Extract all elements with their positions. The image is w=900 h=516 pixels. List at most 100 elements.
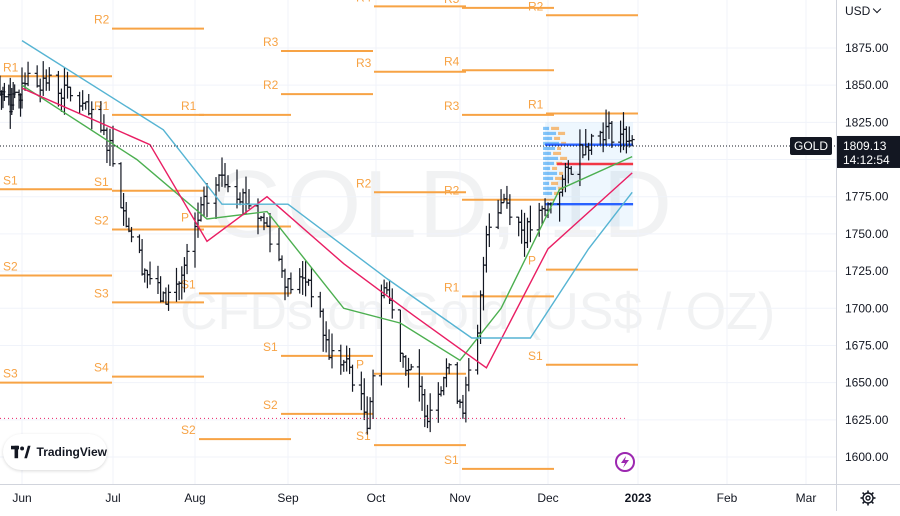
ohlc-bar [408, 363, 414, 371]
pivot-level-label: P [181, 210, 189, 224]
ohlc-bar [400, 352, 406, 368]
ohlc-bar [427, 393, 433, 433]
pivot-level-label: S2 [94, 213, 109, 227]
pivot-level-label: S1 [528, 349, 543, 363]
ohlc-bar [198, 196, 204, 222]
pivot-level-label: R2 [444, 184, 460, 198]
pivot-level-label: R1 [94, 99, 110, 113]
moving-average-line [21, 40, 633, 339]
price-tick-label: 1600.00 [845, 450, 889, 464]
gear-icon [860, 490, 876, 506]
ohlc-bar [389, 288, 395, 319]
time-axis[interactable]: Jun Jul Aug Sep Oct Nov Dec 2023 Feb Mar [0, 484, 836, 511]
volume-profile-bar [543, 156, 559, 161]
volume-profile-bar [552, 166, 558, 171]
price-tick-label: 1875.00 [845, 41, 889, 55]
ohlc-bar [204, 183, 210, 218]
volume-profile-bar [554, 136, 561, 141]
volume-profile-bar [543, 146, 556, 151]
pivot-level-label: S2 [3, 260, 18, 274]
ohlc-bar [147, 261, 153, 285]
volume-profile-bar [560, 156, 568, 161]
ohlc-bar [139, 239, 145, 276]
ohlc-bar [123, 202, 129, 228]
ohlc-bar [329, 333, 335, 369]
price-tick-label: 1775.00 [845, 190, 889, 204]
price-axis-scale: 1875.001850.001825.001800.001775.001750.… [837, 41, 900, 464]
ohlc-bar [441, 376, 447, 396]
price-tick-label: 1675.00 [845, 338, 889, 352]
time-tick-label: Dec [537, 491, 558, 505]
volume-profile-bar [561, 141, 567, 146]
ohlc-bar [303, 261, 309, 297]
ohlc-bar [435, 382, 441, 423]
ohlc-bar [68, 86, 74, 102]
ohlc-bar [118, 162, 124, 209]
pivot-level-label: R3 [444, 99, 460, 113]
ohlc-bar [222, 163, 228, 188]
pivot-level-label: R4 [356, 0, 372, 4]
ohlc-bar [279, 255, 285, 278]
pivot-level-label: R1 [528, 97, 544, 111]
ohlc-bar [219, 157, 225, 187]
last-price-badge [837, 135, 900, 168]
ohlc-bar [246, 189, 252, 210]
time-tick-label: Feb [717, 491, 738, 505]
lightning-icon[interactable] [615, 452, 635, 472]
ohlc-bar [504, 185, 510, 209]
pivot-level-label: R2 [94, 13, 110, 27]
ohlc-bar [276, 228, 282, 262]
ohlc-bar [501, 193, 507, 204]
ohlc-bar [589, 133, 595, 155]
ohlc-bar [58, 88, 64, 112]
ohlc-bar [457, 399, 463, 409]
volume-profile-bar [555, 176, 564, 181]
pivot-level-label: P [528, 254, 536, 268]
ohlc-bar [384, 282, 390, 295]
ohlc-bar [144, 269, 150, 289]
price-tick-label: 1750.00 [845, 227, 889, 241]
ohlc-bar [282, 268, 288, 301]
volume-profile-bar [543, 186, 557, 191]
chevron-down-icon [873, 4, 882, 14]
ohlc-bar [243, 176, 249, 215]
currency-selector[interactable]: USD [845, 4, 882, 18]
volume-profile-bar [551, 126, 560, 131]
pivot-level-label: S1 [356, 429, 371, 443]
pivot-level-label: R1 [3, 60, 19, 74]
time-tick-label: Nov [449, 491, 470, 505]
ohlc-bar [237, 192, 243, 206]
ohlc-bar [323, 321, 329, 353]
volume-profile-bar [543, 166, 551, 171]
chart-area[interactable]: GOLD, 1D CFDs on Gold (US$ / OZ) R2R1S1S… [0, 0, 836, 484]
pivot-level-label: S2 [263, 398, 278, 412]
time-tick-label: Oct [367, 491, 386, 505]
volume-profile-bar [559, 171, 564, 176]
ohlc-bar [419, 376, 425, 411]
price-tick-label: 1700.00 [845, 301, 889, 315]
moving-average-line [21, 87, 633, 369]
ohlc-bar [121, 193, 127, 226]
ohlc-bar [347, 347, 353, 375]
tradingview-logo[interactable]: TradingView [3, 434, 107, 470]
currency-label: USD [845, 4, 871, 18]
volume-profile-bar [543, 161, 555, 166]
bar-countdown: 14:12:54 [843, 153, 890, 167]
ohlc-bar [507, 194, 513, 226]
pivot-level-label: S1 [181, 277, 196, 291]
ohlc-bar [86, 93, 92, 116]
moving-average-line [21, 84, 633, 362]
ohlc-bar [288, 272, 294, 294]
ohlc-bar [155, 265, 161, 294]
price-tick-label: 1625.00 [845, 413, 889, 427]
ohlc-bar [225, 175, 231, 193]
chart-settings[interactable] [836, 484, 900, 511]
ohlc-bar [129, 226, 135, 243]
price-axis[interactable]: USD 1875.001850.001825.001800.001775.001… [836, 0, 900, 484]
pivot-level-label: R3 [356, 56, 372, 70]
price-chart[interactable]: R2 R1 S1 S2 S3 R2 R1 S1 S2 S3 S4 R1 P S1 S2 R4 R3 R2 S1 S2 R… [0, 0, 836, 484]
symbol-tag-text: GOLD [794, 139, 828, 153]
time-tick-label: Jul [105, 491, 120, 505]
time-tick-label: Jun [12, 491, 31, 505]
ohlc-bar [397, 309, 403, 362]
